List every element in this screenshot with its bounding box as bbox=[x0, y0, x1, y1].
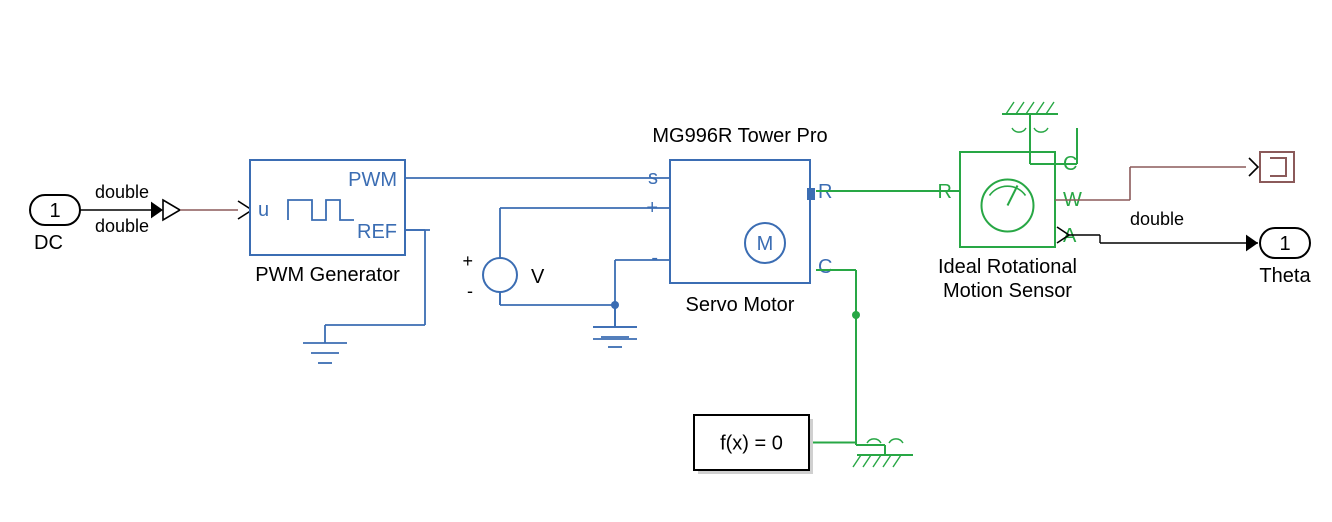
diagram-element: s bbox=[648, 167, 658, 189]
diagram-element: PWM bbox=[348, 169, 397, 191]
diagram-element: u bbox=[258, 199, 269, 221]
diagram-element: 1 bbox=[49, 200, 60, 222]
input-port-label: DC bbox=[34, 232, 63, 254]
servo-label: Servo Motor bbox=[686, 294, 795, 316]
output-port-label: Theta bbox=[1259, 265, 1311, 287]
diagram-element: R bbox=[938, 181, 952, 203]
diagram-element: double bbox=[95, 216, 149, 236]
diagram-element: - bbox=[467, 281, 473, 301]
diagram-element: - bbox=[651, 247, 658, 269]
diagram-element: 1 bbox=[1279, 233, 1290, 255]
diagram-element bbox=[852, 311, 860, 319]
diagram-element bbox=[0, 0, 1332, 522]
diagram-element: double bbox=[1130, 209, 1184, 229]
diagram-element: A bbox=[1063, 225, 1077, 247]
voltage-source bbox=[483, 258, 517, 292]
diagram-element: + bbox=[646, 197, 658, 219]
diagram-element bbox=[807, 188, 815, 200]
diagram-element: double bbox=[95, 182, 149, 202]
diagram-element: Motion Sensor bbox=[943, 280, 1072, 302]
servo-motor-block bbox=[670, 160, 810, 283]
diagram-element: REF bbox=[357, 221, 397, 243]
diagram-element: C bbox=[818, 256, 832, 278]
servo-title: MG996R Tower Pro bbox=[652, 125, 827, 147]
pwm-generator-label: PWM Generator bbox=[255, 264, 400, 286]
diagram-element: M bbox=[757, 233, 774, 255]
diagram-element: + bbox=[462, 251, 473, 271]
diagram-element: Ideal Rotational bbox=[938, 256, 1077, 278]
terminator-block bbox=[1260, 152, 1294, 182]
diagram-element: V bbox=[531, 266, 545, 288]
diagram-element: f(x) = 0 bbox=[720, 433, 783, 455]
